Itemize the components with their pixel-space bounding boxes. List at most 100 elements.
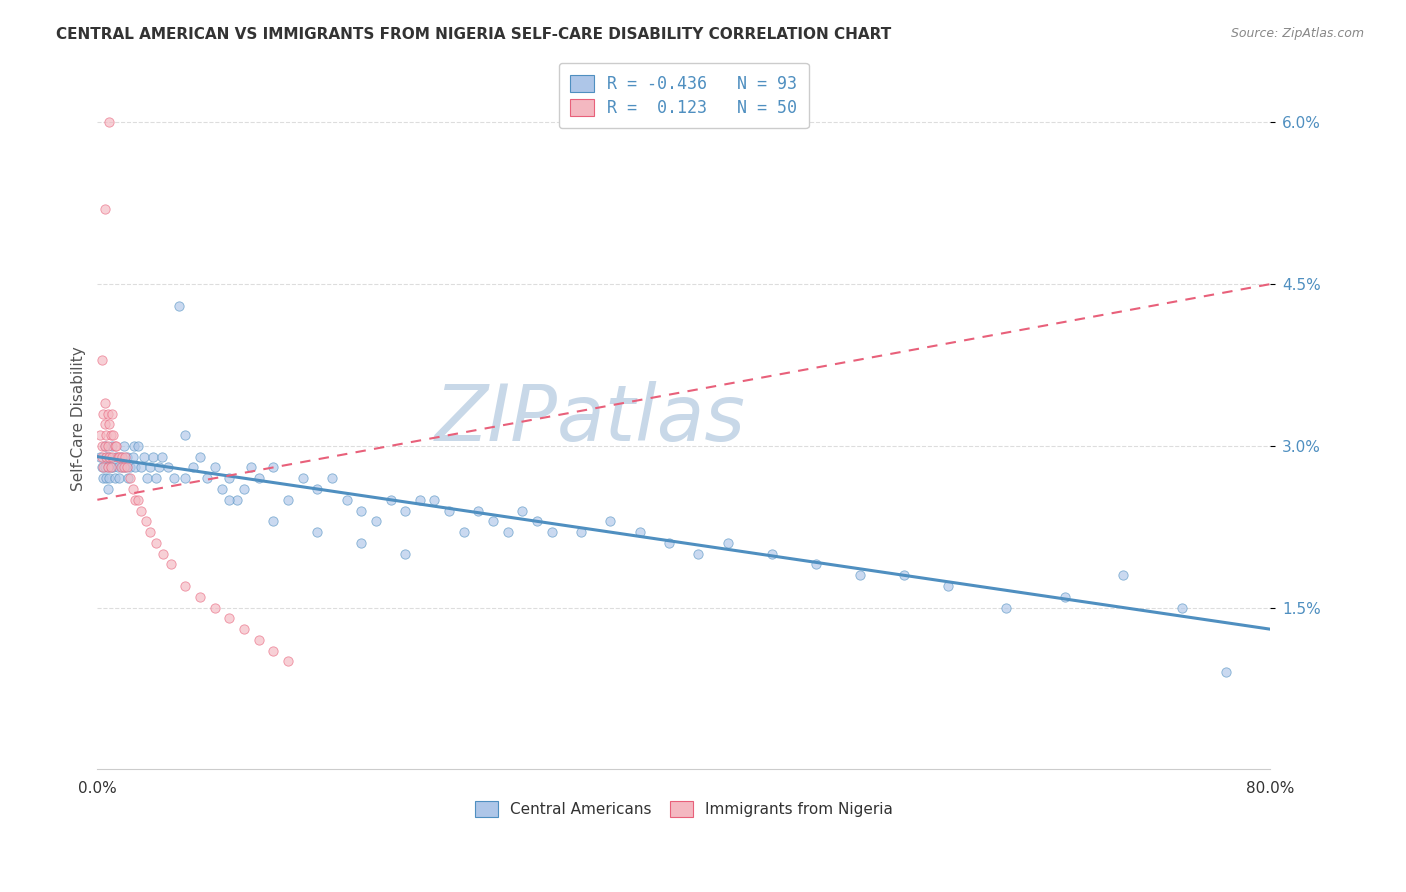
Point (90, 352, 112, 367)
Point (1053, 590, 1076, 604)
Point (350, 536, 373, 550)
Point (139, 460, 162, 475)
Point (114, 450, 136, 464)
Point (104, 471, 127, 485)
Point (467, 503, 489, 517)
Point (94, 471, 117, 485)
Point (111, 450, 134, 464)
Point (107, 450, 129, 464)
Point (94, 450, 117, 464)
Point (131, 503, 153, 517)
Point (188, 590, 211, 604)
Point (232, 482, 254, 496)
Point (98, 450, 121, 464)
Point (218, 471, 240, 485)
Point (658, 536, 681, 550)
Point (717, 536, 740, 550)
Y-axis label: Self-Care Disability: Self-Care Disability (72, 346, 86, 491)
Point (101, 450, 124, 464)
Text: Source: ZipAtlas.com: Source: ZipAtlas.com (1230, 27, 1364, 40)
Point (136, 471, 159, 485)
Point (156, 460, 179, 475)
Point (90, 450, 112, 464)
Point (995, 600, 1018, 615)
Point (335, 492, 357, 507)
Point (150, 450, 173, 464)
Point (540, 525, 562, 540)
Point (91, 407, 114, 421)
Point (101, 439, 124, 453)
Point (89, 428, 111, 442)
Point (93, 439, 115, 453)
Point (115, 460, 138, 475)
Point (195, 471, 218, 485)
Point (232, 622, 254, 636)
Point (112, 439, 135, 453)
Point (105, 450, 128, 464)
Point (262, 514, 284, 528)
Point (761, 547, 783, 561)
Point (97, 460, 120, 475)
Point (110, 460, 132, 475)
Point (188, 450, 211, 464)
Point (423, 492, 446, 507)
Point (114, 460, 136, 475)
Point (277, 655, 299, 669)
Point (350, 503, 373, 517)
Point (139, 525, 162, 540)
Point (240, 460, 263, 475)
Point (115, 450, 138, 464)
Point (91, 471, 114, 485)
Point (121, 450, 143, 464)
Point (105, 439, 128, 453)
Point (218, 611, 240, 625)
Point (364, 514, 387, 528)
Point (262, 460, 284, 475)
Point (453, 525, 475, 540)
Point (569, 525, 592, 540)
Point (89, 450, 111, 464)
Point (1171, 600, 1194, 615)
Point (112, 460, 135, 475)
Point (97, 482, 120, 496)
Point (100, 460, 122, 475)
Point (108, 471, 131, 485)
Point (142, 450, 165, 464)
Point (380, 492, 402, 507)
Point (100, 460, 122, 475)
Point (103, 460, 125, 475)
Point (93, 202, 115, 216)
Point (93, 460, 115, 475)
Point (90, 460, 112, 475)
Point (124, 492, 146, 507)
Point (104, 439, 127, 453)
Point (148, 460, 170, 475)
Point (103, 428, 125, 442)
Point (688, 547, 710, 561)
Point (804, 558, 827, 572)
Point (107, 460, 129, 475)
Point (121, 482, 143, 496)
Point (98, 417, 121, 432)
Point (101, 407, 124, 421)
Point (496, 525, 519, 540)
Point (127, 492, 149, 507)
Point (1112, 568, 1135, 582)
Point (512, 503, 534, 517)
Point (135, 514, 157, 528)
Point (90, 439, 112, 453)
Point (307, 525, 329, 540)
Point (437, 503, 460, 517)
Point (394, 503, 416, 517)
Point (181, 460, 204, 475)
Point (307, 482, 329, 496)
Point (100, 428, 122, 442)
Point (124, 460, 146, 475)
Point (131, 460, 153, 475)
Point (93, 439, 115, 453)
Point (98, 115, 121, 129)
Point (893, 568, 915, 582)
Point (93, 417, 115, 432)
Point (98, 471, 121, 485)
Point (848, 568, 870, 582)
